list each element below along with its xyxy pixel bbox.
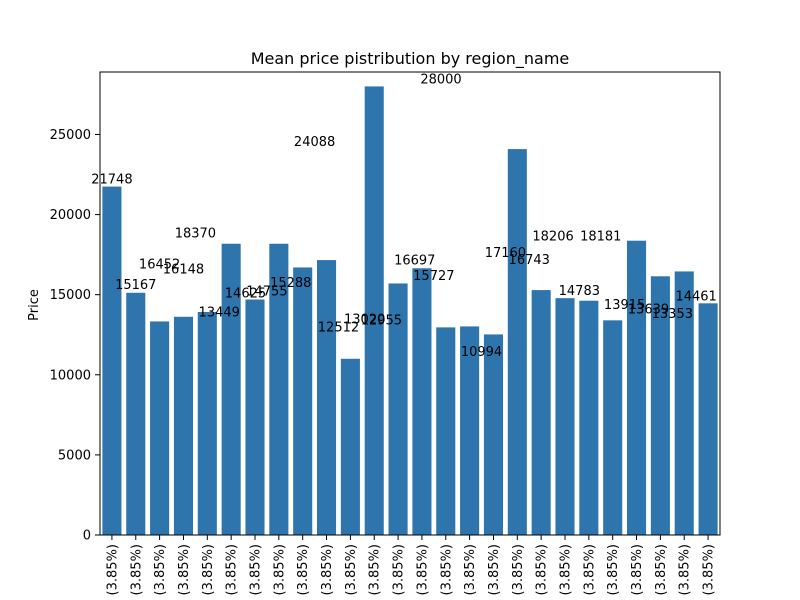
- x-tick-label: (3.85%): [463, 544, 478, 595]
- data-label: 24088: [294, 135, 335, 150]
- y-tick-label: 15000: [50, 288, 91, 303]
- data-label: 14755: [246, 285, 287, 300]
- x-tick-label: (3.85%): [392, 544, 407, 595]
- x-tick-label: (3.85%): [344, 544, 359, 595]
- data-label: 13449: [199, 306, 240, 321]
- data-label: 10994: [461, 345, 502, 360]
- bar: [650, 276, 670, 535]
- data-label: 16148: [163, 262, 204, 277]
- x-tick-label: (3.85%): [201, 544, 216, 595]
- data-label: 21748: [91, 173, 132, 188]
- y-axis-label: Price: [27, 289, 42, 321]
- data-label: 18370: [175, 227, 216, 242]
- data-label: 15288: [270, 276, 311, 291]
- bar: [579, 300, 599, 535]
- bar: [102, 186, 122, 535]
- data-label: 28000: [420, 72, 461, 87]
- bar: [555, 298, 575, 535]
- x-tick-label: (3.85%): [225, 544, 240, 595]
- bar: [293, 267, 313, 535]
- data-label: 18206: [532, 229, 573, 244]
- x-tick-label: (3.85%): [678, 544, 693, 595]
- x-tick-label: (3.85%): [559, 544, 574, 595]
- bar: [507, 149, 527, 535]
- chart-title: Mean price pistribution by region_name: [251, 49, 570, 69]
- bar: [269, 243, 289, 535]
- bar: [197, 311, 217, 535]
- bar: [388, 283, 408, 535]
- data-label: 14625: [225, 287, 266, 302]
- x-tick-label: (3.85%): [487, 544, 502, 595]
- bar: [173, 316, 193, 535]
- data-label: 17160: [485, 246, 526, 261]
- x-tick-label: (3.85%): [105, 544, 120, 595]
- x-tick-label: (3.85%): [702, 544, 717, 595]
- data-label: 14461: [675, 289, 716, 304]
- x-tick-label: (3.85%): [153, 544, 168, 595]
- x-tick-label: (3.85%): [654, 544, 669, 595]
- data-label: 12955: [361, 313, 402, 328]
- x-tick-label: (3.85%): [582, 544, 597, 595]
- bar: [340, 358, 360, 535]
- bar: [126, 292, 146, 535]
- x-tick-label: (3.85%): [535, 544, 550, 595]
- data-label: 13639: [628, 302, 669, 317]
- x-tick-label: (3.85%): [320, 544, 335, 595]
- data-label: 16697: [394, 254, 435, 269]
- data-label: 18181: [580, 230, 621, 245]
- x-tick-label: (3.85%): [129, 544, 144, 595]
- x-tick-label: (3.85%): [249, 544, 264, 595]
- bar: [412, 268, 432, 535]
- y-tick-label: 20000: [50, 208, 91, 223]
- x-tick-label: (3.85%): [606, 544, 621, 595]
- x-tick-label: (3.85%): [177, 544, 192, 595]
- bar: [364, 86, 384, 535]
- bar: [245, 299, 265, 535]
- data-label: 13353: [652, 307, 693, 322]
- data-label: 16452: [139, 257, 180, 272]
- x-tick-label: (3.85%): [415, 544, 430, 595]
- data-label: 13915: [604, 298, 645, 313]
- data-label: 14783: [559, 284, 600, 299]
- y-ticks-group: 0 5000 10000 15000 20000 25000: [50, 128, 100, 544]
- data-label: 15727: [413, 269, 454, 284]
- x-tick-label: (3.85%): [439, 544, 454, 595]
- y-tick-label: 0: [83, 529, 91, 544]
- plot-frame: [99, 71, 721, 536]
- x-tick-label: (3.85%): [296, 544, 311, 595]
- bar: [436, 327, 456, 535]
- bar: [317, 260, 337, 535]
- y-tick-label: 10000: [50, 368, 91, 383]
- bar: [698, 303, 718, 535]
- bars-group: [102, 86, 718, 535]
- y-tick-label: 5000: [58, 448, 91, 463]
- bar: [531, 290, 551, 535]
- x-tick-label: (3.85%): [630, 544, 645, 595]
- data-label: 13020: [344, 312, 385, 327]
- bar: [460, 326, 480, 535]
- x-tick-label: (3.85%): [511, 544, 526, 595]
- x-tick-label: (3.85%): [272, 544, 287, 595]
- bar: [150, 321, 170, 535]
- data-label: 12512: [318, 321, 359, 336]
- bar: [674, 271, 694, 535]
- data-label: 15167: [115, 278, 156, 293]
- bar: [603, 320, 623, 535]
- y-tick-label: 25000: [50, 128, 91, 143]
- bar: [221, 243, 241, 535]
- x-tick-label: (3.85%): [368, 544, 383, 595]
- bar: [627, 240, 647, 535]
- bar: [483, 334, 503, 535]
- data-label: 16743: [509, 253, 550, 268]
- x-ticks-group: (3.85%) (3.85%) (3.85%) (3.85%) (3.85%) (3.85…: [105, 535, 717, 595]
